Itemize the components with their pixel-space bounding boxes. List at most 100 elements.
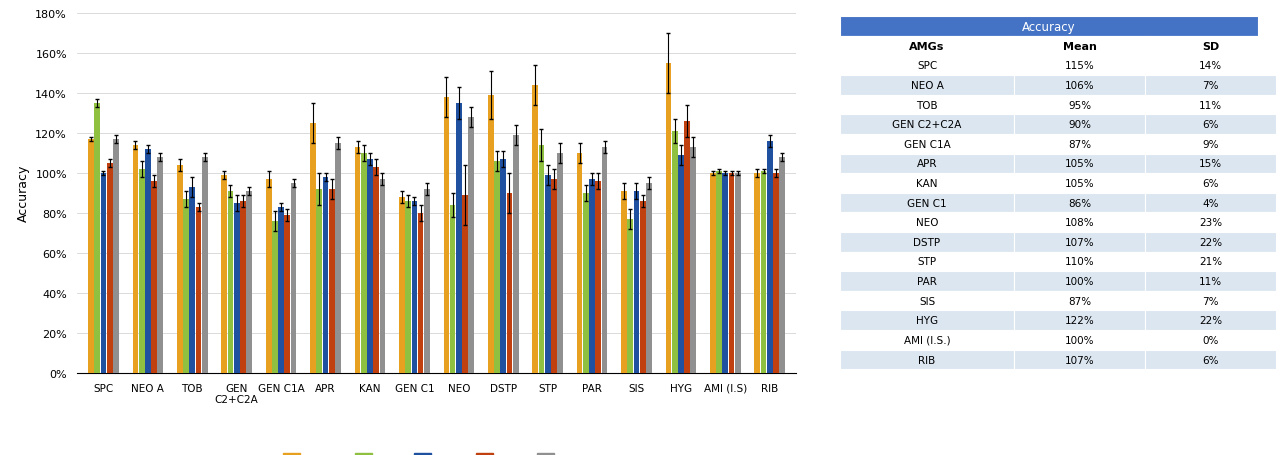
Bar <box>1146 213 1276 233</box>
Bar <box>840 96 1014 115</box>
Bar <box>595 182 602 373</box>
Bar <box>456 103 462 373</box>
Bar <box>1014 272 1146 291</box>
Bar <box>840 193 1014 213</box>
Y-axis label: Accuracy: Accuracy <box>17 165 29 222</box>
Text: 95%: 95% <box>1068 100 1092 110</box>
Bar <box>1014 213 1146 233</box>
Bar <box>310 123 316 373</box>
Bar <box>406 202 411 373</box>
Bar <box>840 272 1014 291</box>
Bar <box>767 142 773 373</box>
Bar <box>133 146 138 373</box>
Text: 6%: 6% <box>1202 179 1219 188</box>
Bar <box>840 233 1014 252</box>
Bar <box>646 183 652 373</box>
Bar <box>266 179 271 373</box>
Bar <box>138 169 145 373</box>
Bar <box>177 166 183 373</box>
Bar <box>507 193 512 373</box>
Text: 86%: 86% <box>1068 198 1092 208</box>
Text: NEO A: NEO A <box>910 81 943 91</box>
Text: 105%: 105% <box>1065 159 1094 169</box>
Text: SD: SD <box>1202 41 1219 51</box>
Bar <box>1014 154 1146 174</box>
Bar <box>417 213 424 373</box>
Bar <box>500 159 506 373</box>
Text: HYG: HYG <box>916 316 938 326</box>
Text: 122%: 122% <box>1065 316 1094 326</box>
Bar <box>780 157 785 373</box>
Bar <box>722 173 728 373</box>
Bar <box>840 154 1014 174</box>
Bar <box>106 163 113 373</box>
Bar <box>273 221 278 373</box>
Bar <box>1014 252 1146 272</box>
Text: DSTP: DSTP <box>914 238 941 247</box>
Text: RIB: RIB <box>918 355 936 365</box>
Bar <box>513 136 518 373</box>
Bar <box>449 205 456 373</box>
Text: 0%: 0% <box>1202 335 1219 345</box>
Legend: Honey, Milk, Beef, Pork, Liver: Honey, Milk, Beef, Pork, Liver <box>279 449 595 455</box>
Bar <box>316 189 323 373</box>
Bar <box>640 202 645 373</box>
Bar <box>1146 96 1276 115</box>
Bar <box>202 157 207 373</box>
Bar <box>1146 193 1276 213</box>
Bar <box>754 173 760 373</box>
Bar <box>840 350 1014 369</box>
Bar <box>399 197 404 373</box>
Bar <box>717 172 722 373</box>
Bar <box>1014 76 1146 96</box>
Bar <box>760 172 767 373</box>
Bar <box>840 56 1014 76</box>
Bar <box>840 291 1014 311</box>
Bar <box>1014 115 1146 135</box>
Bar <box>1014 56 1146 76</box>
Text: AMI (I.S.): AMI (I.S.) <box>904 335 950 345</box>
Bar <box>361 153 366 373</box>
Bar <box>424 189 430 373</box>
Text: 100%: 100% <box>1065 277 1094 287</box>
Bar <box>1014 135 1146 154</box>
Bar <box>621 192 627 373</box>
Bar <box>145 149 151 373</box>
Bar <box>545 175 550 373</box>
Bar <box>221 175 227 373</box>
Bar <box>532 86 538 373</box>
Bar <box>113 139 119 373</box>
Bar <box>329 189 334 373</box>
Bar <box>589 179 595 373</box>
Bar <box>1146 37 1276 56</box>
Bar <box>183 199 189 373</box>
Bar <box>234 203 239 373</box>
Text: NEO: NEO <box>915 218 938 228</box>
Bar <box>1014 233 1146 252</box>
Bar <box>840 135 1014 154</box>
Text: KAN: KAN <box>916 179 938 188</box>
Text: 87%: 87% <box>1068 296 1092 306</box>
Text: GEN C1A: GEN C1A <box>904 140 950 149</box>
Bar <box>840 330 1014 350</box>
Bar <box>557 153 563 373</box>
Text: 115%: 115% <box>1065 61 1094 71</box>
Text: 21%: 21% <box>1199 257 1222 267</box>
Text: 22%: 22% <box>1199 238 1222 247</box>
Text: PAR: PAR <box>916 277 937 287</box>
Bar <box>678 156 684 373</box>
Bar <box>284 215 291 373</box>
Text: 90%: 90% <box>1069 120 1091 130</box>
Text: 106%: 106% <box>1065 81 1094 91</box>
Text: STP: STP <box>918 257 937 267</box>
Bar <box>95 103 100 373</box>
Bar <box>380 179 385 373</box>
Text: 105%: 105% <box>1065 179 1094 188</box>
Text: 11%: 11% <box>1199 277 1222 287</box>
Text: 15%: 15% <box>1199 159 1222 169</box>
Bar <box>189 187 195 373</box>
Bar <box>228 192 233 373</box>
Bar <box>494 162 500 373</box>
Bar <box>488 96 494 373</box>
Bar <box>1146 291 1276 311</box>
